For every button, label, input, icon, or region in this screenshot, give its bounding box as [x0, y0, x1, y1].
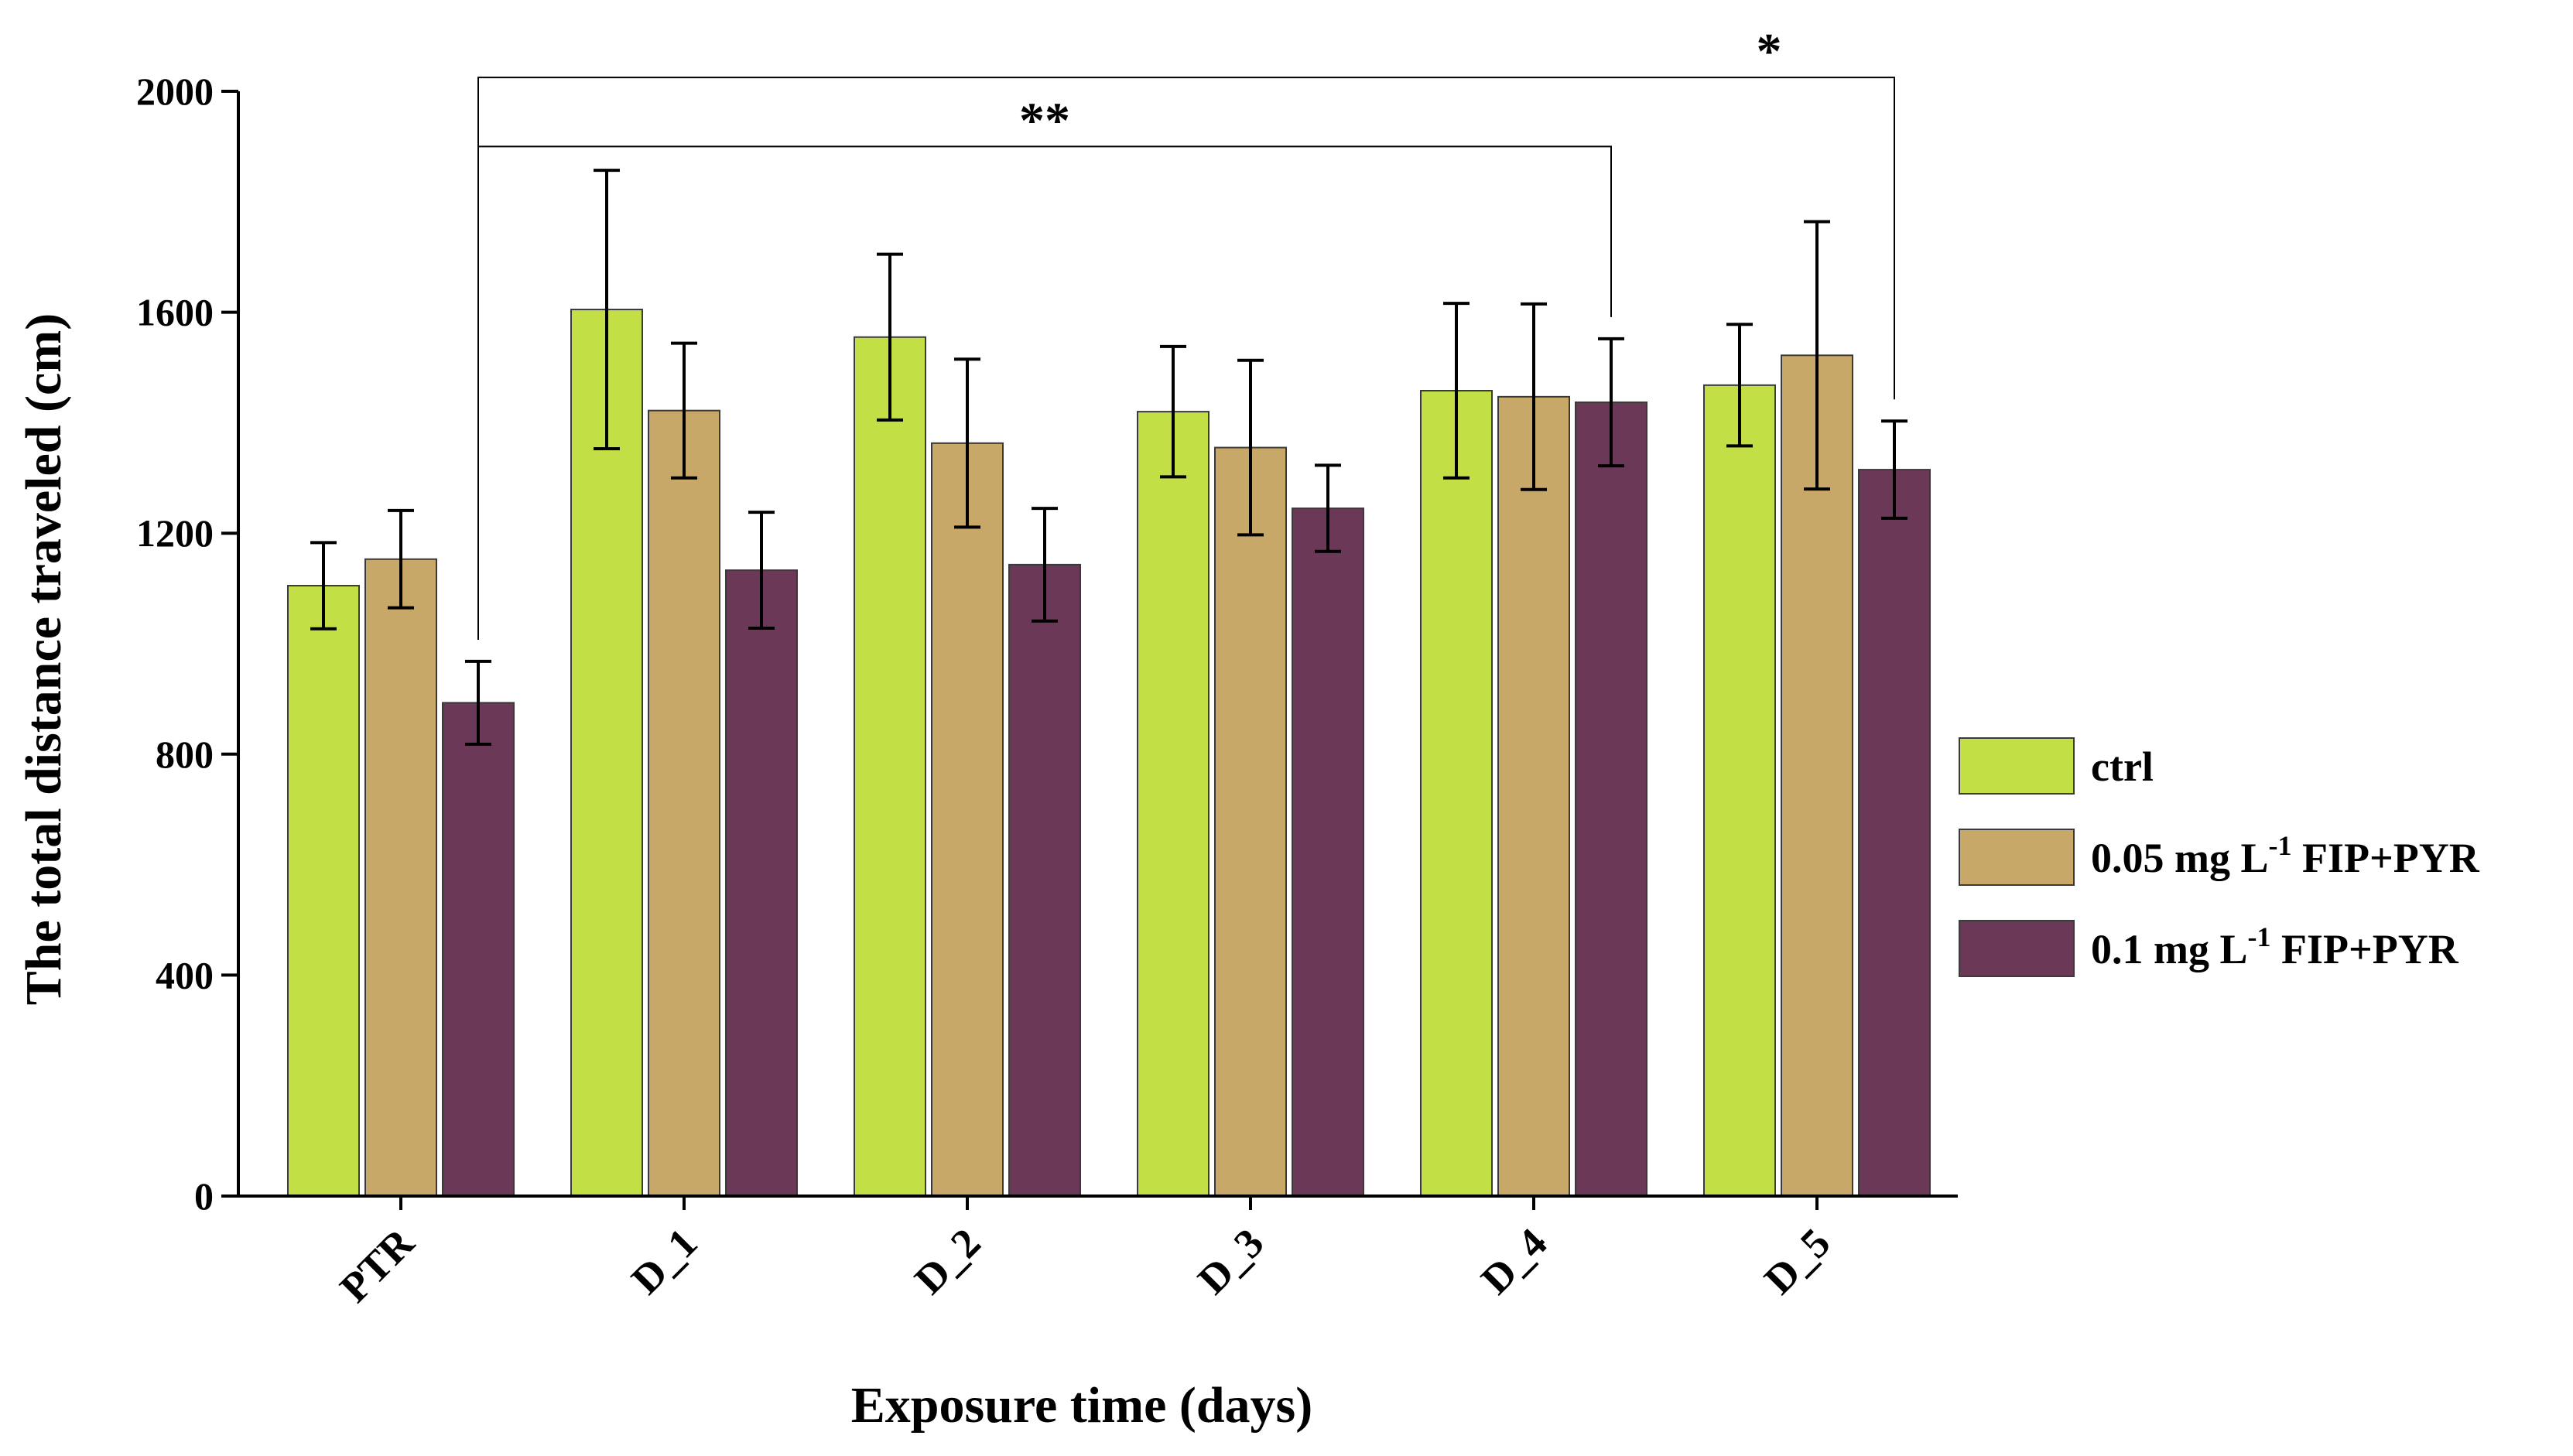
bar — [648, 409, 720, 1197]
error-bar — [1237, 358, 1264, 537]
y-tick-label: 0 — [194, 1174, 214, 1218]
legend-swatch — [1959, 737, 2075, 795]
error-bar — [1598, 337, 1624, 468]
bar — [287, 585, 360, 1197]
legend-item: 0.1 mg L-1 FIP+PYR — [1959, 920, 2459, 977]
error-bars — [310, 169, 1908, 746]
error-bar — [465, 659, 491, 746]
legend-label: 0.05 mg L-1 FIP+PYR — [2091, 830, 2480, 881]
bar — [1575, 401, 1647, 1197]
legend: ctrl 0.05 mg L-1 FIP+PYR 0.1 mg L-1 FIP+PY… — [1959, 737, 2480, 977]
bar — [1137, 411, 1210, 1197]
significance-label: ** — [1019, 92, 1070, 149]
y-tick-label: 800 — [156, 733, 214, 776]
legend-swatch — [1959, 829, 2075, 886]
legend-label: ctrl — [2091, 743, 2154, 790]
error-bar — [594, 169, 620, 450]
error-bar — [1726, 323, 1753, 448]
y-tick-label: 1200 — [136, 511, 214, 555]
bar — [1214, 446, 1287, 1197]
bar — [1008, 563, 1081, 1197]
x-axis-title: Exposure time (days) — [851, 1377, 1312, 1434]
error-bar — [877, 252, 903, 422]
bar — [1781, 354, 1853, 1197]
significance-label: * — [1757, 23, 1782, 80]
bars — [287, 309, 1931, 1198]
bar — [1292, 508, 1364, 1197]
error-bar — [1881, 419, 1908, 520]
error-bar — [1804, 220, 1830, 491]
bar — [570, 309, 643, 1197]
error-bar — [1521, 302, 1547, 491]
x-tick-label: D_1 — [622, 1219, 706, 1303]
bar — [1497, 395, 1570, 1197]
bar — [854, 336, 926, 1198]
legend-swatch — [1959, 920, 2075, 977]
error-bar — [1315, 463, 1341, 553]
bar — [1420, 389, 1493, 1197]
error-bar — [748, 511, 775, 631]
error-bar — [1160, 344, 1186, 479]
bar — [725, 569, 798, 1197]
y-tick-label: 400 — [156, 953, 214, 996]
error-bar — [1443, 302, 1470, 480]
x-tick-label: D_4 — [1472, 1219, 1555, 1303]
error-bar — [954, 357, 980, 529]
legend-item: 0.05 mg L-1 FIP+PYR — [1959, 829, 2480, 886]
bar — [1703, 384, 1776, 1197]
significance-brackets: *** — [477, 23, 1895, 640]
y-axis-ticks: 0 400 800 1200 1600 2000 — [136, 70, 238, 1218]
x-tick-label: D_5 — [1755, 1219, 1839, 1303]
error-bar — [671, 341, 697, 480]
y-tick-label: 2000 — [136, 70, 214, 113]
x-tick-label: D_3 — [1189, 1219, 1272, 1303]
y-tick-label: 1600 — [136, 291, 214, 334]
bar — [364, 558, 437, 1197]
error-bar — [1032, 507, 1058, 623]
legend-item: ctrl — [1959, 737, 2154, 795]
y-axis-title: The total distance traveled (cm) — [15, 313, 72, 1005]
error-bar — [310, 541, 337, 631]
legend-label: 0.1 mg L-1 FIP+PYR — [2091, 921, 2459, 972]
x-axis-ticks: PTR D_1 D_2 D_3 D_4 D_5 — [331, 1196, 1839, 1311]
error-bar — [388, 508, 414, 610]
x-tick-label: PTR — [331, 1218, 424, 1311]
bar — [442, 702, 515, 1197]
bar — [1858, 469, 1931, 1197]
x-tick-label: D_2 — [905, 1219, 989, 1303]
significance-bracket: * — [477, 23, 1895, 640]
bar — [931, 442, 1004, 1197]
